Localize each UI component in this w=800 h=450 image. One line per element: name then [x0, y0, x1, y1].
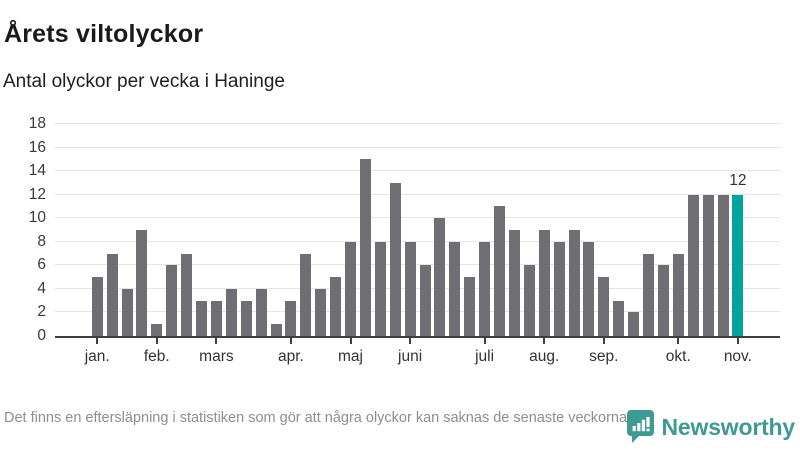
bar-week-33 [568, 230, 580, 336]
bar-week-24 [434, 218, 446, 336]
bar-week-19 [359, 159, 371, 336]
bar-week-12 [255, 288, 267, 336]
x-tick-juli [483, 338, 486, 344]
x-axis-line [55, 336, 780, 338]
x-tick-sep [602, 338, 605, 344]
newsworthy-wordmark: Newsworthy [661, 414, 796, 440]
bar-week-8 [196, 300, 207, 336]
gridline-y-8 [55, 240, 780, 242]
bar-week-11 [240, 300, 252, 336]
x-tick-apr [289, 338, 292, 344]
bar-week-41 [687, 194, 699, 336]
bar-week-21 [389, 182, 401, 336]
newsworthy-logo: Newsworthy [626, 409, 795, 445]
y-tick-label-12: 12 [28, 185, 46, 203]
bar-week-31 [538, 230, 550, 336]
gridline-y-10 [55, 217, 780, 219]
gridline-y-2 [55, 311, 780, 313]
bar-week-30 [523, 265, 535, 336]
gridline-y-14 [55, 170, 780, 172]
x-tick-mars [215, 338, 218, 344]
bar-week-44 [732, 194, 744, 336]
bar-week-18 [345, 241, 356, 336]
y-axis: 0 2 4 6 8 10 12 14 16 18 [0, 115, 46, 344]
y-tick-label-18: 18 [28, 115, 46, 132]
bar-week-27 [479, 241, 491, 336]
bar-week-25 [449, 241, 461, 336]
bar-week-14 [285, 300, 297, 336]
y-tick-label-8: 8 [37, 232, 46, 250]
bar-week-29 [508, 230, 520, 336]
x-tick-label-sep: sep. [589, 348, 619, 365]
bar-week-43 [717, 194, 729, 336]
bar-chart-plot: 12 jan. feb. mars apr. maj juni juli aug. sep. okt… [55, 123, 780, 365]
x-tick-label-mars: mars [199, 348, 234, 365]
bar-week-39 [657, 265, 669, 336]
gridline-y-12 [55, 193, 780, 195]
x-tick-feb [155, 338, 158, 344]
bar-week-22 [404, 241, 416, 336]
gridline-y-16 [55, 146, 780, 148]
bar-week-9 [210, 300, 222, 336]
y-tick-label-4: 4 [37, 279, 46, 297]
gridline-y-18 [55, 123, 780, 124]
highlight-value-label: 12 [729, 171, 747, 189]
x-tick-label-juli: juli [475, 348, 495, 365]
x-tick-label-jan: jan. [84, 348, 110, 365]
x-tick-label-apr: apr. [277, 348, 304, 365]
x-tick-label-juni: juni [398, 348, 423, 365]
bar-week-2 [106, 253, 118, 336]
bar-week-40 [672, 253, 684, 336]
bar-week-37 [628, 312, 640, 336]
newsworthy-bubble-chart-icon [626, 410, 654, 443]
x-tick-juni [409, 338, 412, 344]
bar-week-23 [419, 265, 431, 336]
x-tick-okt [677, 338, 680, 344]
y-tick-label-2: 2 [37, 303, 46, 321]
bar-week-32 [553, 241, 565, 336]
x-tick-nov [736, 338, 739, 344]
y-tick-label-14: 14 [28, 162, 46, 180]
bar-week-6 [166, 265, 178, 336]
bar-week-26 [464, 277, 476, 336]
y-tick-label-0: 0 [37, 327, 46, 344]
x-tick-label-okt: okt. [665, 348, 691, 365]
bar-week-34 [583, 241, 595, 336]
x-tick-aug [543, 338, 546, 344]
x-tick-label-aug: aug. [529, 348, 560, 365]
bar-week-36 [613, 300, 625, 336]
gridline-y-6 [55, 264, 780, 266]
y-tick-label-6: 6 [37, 256, 46, 274]
bar-week-1 [91, 277, 103, 336]
bar-week-5 [151, 324, 163, 336]
bar-week-20 [374, 241, 386, 336]
bar-week-15 [300, 253, 312, 336]
x-tick-label-feb: feb. [143, 348, 170, 365]
x-tick-maj [349, 338, 352, 344]
x-tick-jan [96, 338, 99, 344]
y-tick-label-16: 16 [28, 138, 46, 156]
bar-week-3 [121, 288, 133, 336]
chart-title: Årets viltolyckor [4, 19, 204, 48]
x-tick-label-maj: maj [338, 348, 363, 365]
bar-week-28 [494, 206, 505, 336]
gridline-y-4 [55, 287, 780, 289]
bar-week-13 [270, 324, 282, 336]
bar-week-10 [225, 288, 237, 336]
bar-week-7 [181, 253, 193, 336]
bar-week-35 [598, 277, 610, 336]
footnote: Det finns en eftersläpning i statistiken… [4, 410, 632, 426]
bar-week-16 [315, 288, 327, 336]
bar-week-38 [643, 253, 654, 336]
y-tick-label-10: 10 [28, 209, 46, 227]
bar-week-4 [136, 230, 148, 336]
bar-week-17 [330, 277, 342, 336]
bar-week-42 [702, 194, 714, 336]
chart-subtitle: Antal olyckor per vecka i Haninge [3, 71, 285, 92]
x-tick-label-nov: nov. [723, 348, 752, 365]
